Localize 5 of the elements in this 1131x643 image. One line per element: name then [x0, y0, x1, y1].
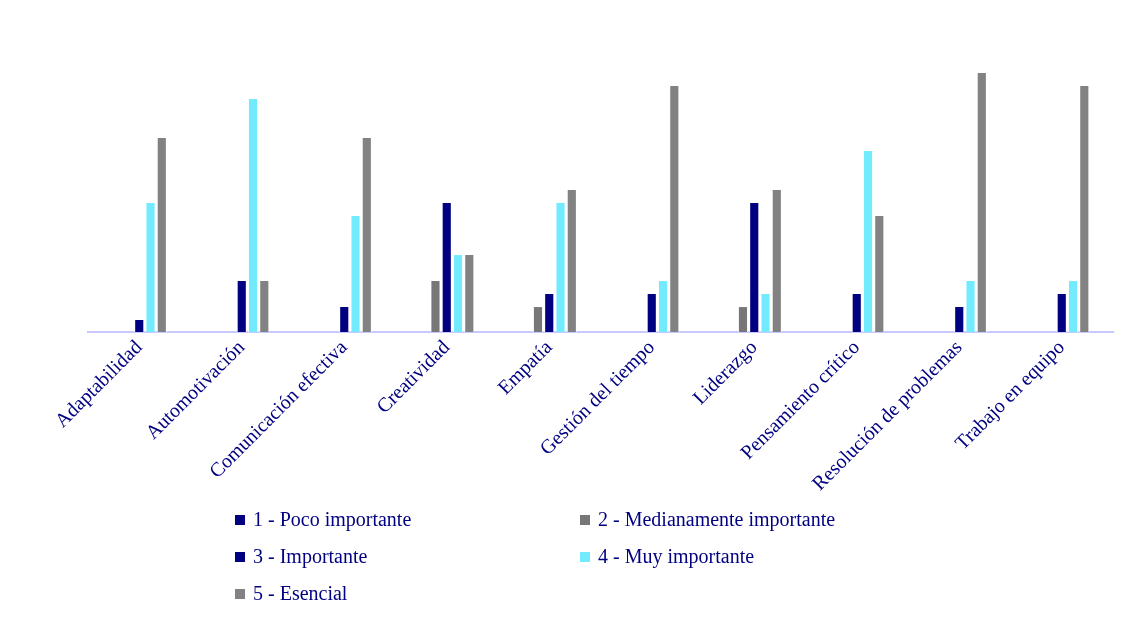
legend-label: 2 - Medianamente importante	[597, 508, 837, 531]
legend-label: 3 - Importante	[252, 545, 369, 568]
legend-label: 5 - Esencial	[252, 582, 349, 605]
legend-label: 4 - Muy importante	[597, 545, 756, 568]
legend-label: 1 - Poco importante	[252, 508, 413, 531]
